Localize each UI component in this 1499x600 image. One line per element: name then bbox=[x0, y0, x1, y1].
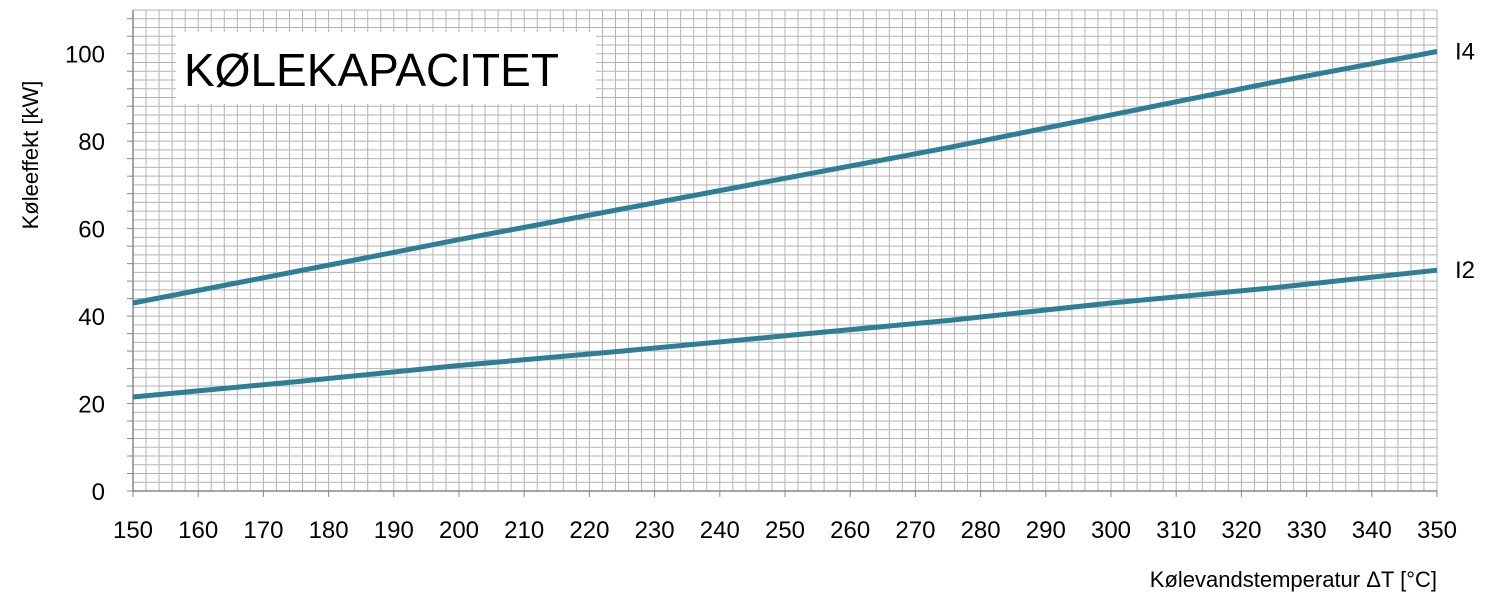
x-tick-label: 330 bbox=[1287, 517, 1327, 544]
x-tick-label: 240 bbox=[700, 517, 740, 544]
x-tick-label: 300 bbox=[1091, 517, 1131, 544]
series-label-i4: I4 bbox=[1455, 39, 1475, 66]
series-label-i2: I2 bbox=[1455, 257, 1475, 284]
y-tick-label: 100 bbox=[65, 42, 105, 69]
x-tick-label: 350 bbox=[1417, 517, 1457, 544]
series-line-i2 bbox=[132, 267, 1438, 400]
x-tick-label: 220 bbox=[569, 517, 609, 544]
series-labels: I4 I2 bbox=[1455, 39, 1475, 285]
y-axis-title: Køleeffekt [kW] bbox=[18, 81, 43, 230]
series-lines bbox=[132, 49, 1438, 400]
y-tick-labels: 0 20 40 60 80 100 bbox=[65, 42, 105, 506]
x-tick-label: 270 bbox=[895, 517, 935, 544]
x-tick-label: 210 bbox=[504, 517, 544, 544]
x-tick-label: 310 bbox=[1156, 517, 1196, 544]
chart-title: KØLEKAPACITET bbox=[184, 44, 559, 96]
x-tick-label: 200 bbox=[439, 517, 479, 544]
y-tick-label: 80 bbox=[78, 129, 105, 156]
x-axis-title: Kølevandstemperatur ΔT [°C] bbox=[1150, 567, 1437, 592]
x-tick-labels: 150 160 170 180 190 200 210 220 230 240 250 260 270 2… bbox=[113, 517, 1457, 544]
title-box bbox=[176, 32, 596, 104]
x-tick-label: 260 bbox=[830, 517, 870, 544]
x-tick-label: 290 bbox=[1026, 517, 1066, 544]
x-tick-label: 340 bbox=[1352, 517, 1392, 544]
x-tick-label: 280 bbox=[961, 517, 1001, 544]
x-tick-label: 320 bbox=[1221, 517, 1261, 544]
x-tick-label: 150 bbox=[113, 517, 153, 544]
y-tick-label: 60 bbox=[78, 217, 105, 244]
x-tick-label: 250 bbox=[765, 517, 805, 544]
x-tick-label: 190 bbox=[374, 517, 414, 544]
x-tick-label: 230 bbox=[635, 517, 675, 544]
y-tick-label: 20 bbox=[78, 392, 105, 419]
x-tick-label: 170 bbox=[243, 517, 283, 544]
series-line-i4 bbox=[132, 49, 1438, 306]
axes bbox=[127, 10, 1438, 497]
y-tick-label: 0 bbox=[92, 479, 105, 506]
y-tick-label: 40 bbox=[78, 304, 105, 331]
x-tick-label: 180 bbox=[309, 517, 349, 544]
x-tick-label: 160 bbox=[178, 517, 218, 544]
